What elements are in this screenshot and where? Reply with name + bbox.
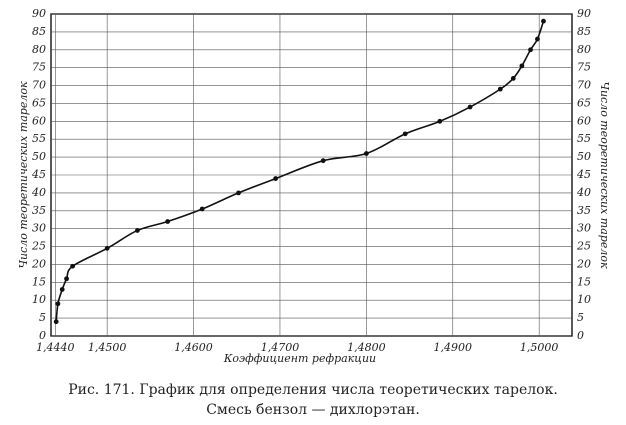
point (320, 158, 326, 164)
y-tick-label: 15 (32, 275, 46, 288)
point (104, 245, 110, 251)
x-tick-label: 1,4600 (174, 341, 213, 354)
point (402, 131, 408, 137)
y2-tick-label: 70 (577, 79, 591, 92)
point (273, 176, 279, 181)
point (535, 36, 540, 42)
y-tick-label: 35 (32, 204, 46, 217)
curve (55, 20, 545, 322)
y2-tick-label: 0 (577, 329, 584, 342)
y2-tick-label: 25 (576, 240, 591, 253)
x-tick-label: 1,4700 (261, 341, 300, 354)
point (59, 287, 65, 292)
point (363, 151, 369, 156)
y2-tick-label: 75 (577, 61, 591, 74)
y2-tick-label: 10 (577, 293, 591, 306)
y-tick-label: 40 (31, 186, 46, 199)
point (519, 63, 525, 69)
point (64, 276, 69, 282)
y2-tick-label: 65 (577, 96, 591, 109)
y-tick-label: 85 (32, 25, 46, 38)
x-axis-label: Коэффициент рефракции (223, 352, 376, 365)
y2-tick-label: 40 (576, 186, 591, 199)
y-tick-label: 5 (39, 311, 46, 324)
y-tick-label: 60 (32, 114, 46, 127)
y-tick-label: 50 (32, 150, 46, 163)
y-tick-label: 80 (32, 43, 46, 56)
point (53, 319, 59, 325)
y2-tick-label: 20 (576, 257, 591, 270)
y-tick-label: 25 (31, 240, 46, 253)
x-tick-label: 1,4500 (88, 341, 127, 354)
y-tick-label: 55 (32, 132, 46, 145)
y2-tick-label: 5 (577, 311, 584, 324)
point (135, 228, 140, 233)
x-tick-label: 1,4440 (36, 341, 75, 354)
y2-tick-label: 50 (577, 150, 591, 163)
y2-tick-label: 85 (577, 25, 591, 38)
y-tick-label: 0 (39, 329, 46, 342)
y-tick-label: 20 (31, 257, 46, 270)
point (528, 47, 533, 53)
y2-tick-label: 30 (577, 222, 591, 235)
y2-axis-label: Число теоретических тарелок (598, 81, 611, 269)
y-tick-label: 45 (31, 168, 46, 181)
y2-tick-label: 80 (577, 43, 591, 56)
y2-tick-label: 35 (577, 204, 591, 217)
caption: Смесь бензол — дихлорэтан. (206, 402, 420, 418)
y-axis-label: Число теоретических тарелок (17, 81, 30, 269)
point (70, 263, 76, 269)
x-tick-label: 1,4900 (434, 341, 473, 354)
point (510, 76, 516, 81)
y-tick-label: 65 (32, 96, 46, 109)
caption: Рис. 171. График для определения числа т… (68, 382, 558, 398)
y2-tick-label: 15 (577, 275, 591, 288)
y2-tick-label: 45 (576, 168, 591, 181)
y-tick-label: 10 (32, 293, 46, 306)
x-tick-label: 1,5000 (520, 341, 559, 354)
x-tick-label: 1,4800 (347, 341, 386, 354)
point (236, 190, 241, 196)
point (437, 118, 443, 124)
point (165, 219, 171, 224)
point (541, 18, 546, 24)
y-tick-label: 70 (32, 79, 46, 92)
y-tick-label: 90 (32, 7, 46, 20)
point (55, 301, 61, 307)
point (467, 104, 473, 110)
point (497, 86, 503, 92)
point (199, 206, 205, 212)
y2-tick-label: 60 (577, 114, 591, 127)
y-tick-label: 30 (32, 222, 46, 235)
y-tick-label: 75 (32, 61, 46, 74)
y2-tick-label: 90 (577, 7, 591, 20)
y2-tick-label: 55 (577, 132, 591, 145)
